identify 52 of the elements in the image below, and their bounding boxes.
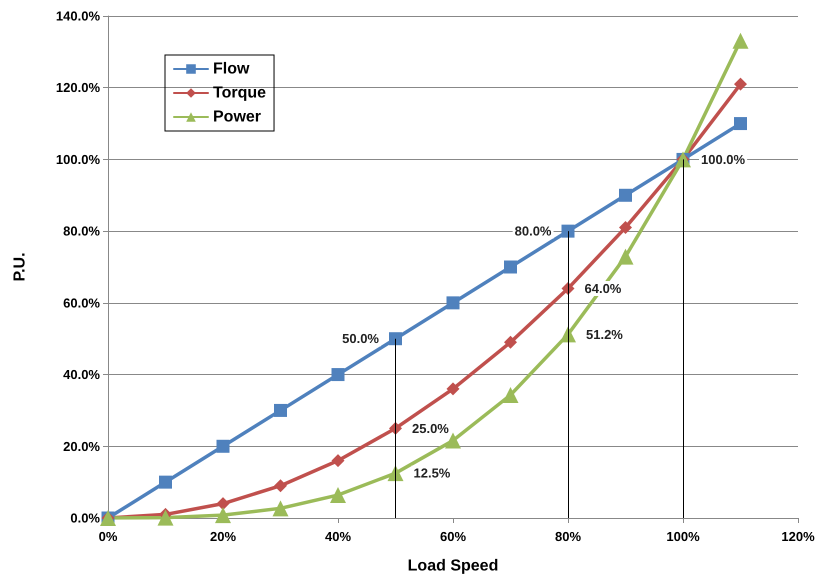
y-tick-label: 40.0% [63,367,100,382]
data-label: 100.0% [701,152,746,167]
point [216,497,230,510]
point [332,368,344,382]
y-tick-label: 20.0% [63,438,100,454]
x-tick-label: 100% [666,529,700,544]
y-tick-label: 80.0% [63,224,100,239]
y-axis-title: P.U. [12,252,28,282]
y-tick-label: 100.0% [56,152,100,167]
x-tick-label: 20% [210,529,236,544]
data-label: 80.0% [514,224,552,239]
point [619,188,632,202]
x-tick-label: 60% [440,529,466,544]
point [734,117,747,130]
y-tick-label: 60.0% [63,295,100,310]
y-tick-label: 0.0% [70,510,100,526]
x-tick-label: 0% [98,529,118,544]
point [618,248,634,265]
data-label: 25.0% [412,420,450,436]
point [734,78,747,91]
point [216,440,230,453]
point [274,479,287,492]
legend-label: Power [213,108,262,126]
point [504,336,517,349]
point [274,404,287,417]
point [330,487,346,504]
x-tick-label: 40% [324,529,352,544]
data-label: 50.0% [342,331,380,346]
data-label: 64.0% [584,281,622,296]
point [446,382,460,396]
point [732,32,748,49]
point [504,260,517,274]
y-tick-label: 140.0% [56,8,100,24]
point [272,500,288,516]
point [619,221,632,234]
x-tick-label: 80% [554,529,582,544]
x-tick-label: 120% [781,529,816,544]
point [502,387,518,404]
legend-label: Flow [213,60,250,78]
data-label: 12.5% [414,466,451,481]
point [562,224,574,238]
point [389,332,402,346]
legend-label: Torque [213,84,266,102]
point [445,432,461,449]
point [158,510,174,526]
point [215,507,231,524]
x-axis-title: Load Speed [408,558,498,574]
point [332,454,344,468]
point [159,476,172,489]
point [446,296,460,310]
y-tick-label: 120.0% [56,80,100,96]
data-label: 51.2% [586,326,624,342]
